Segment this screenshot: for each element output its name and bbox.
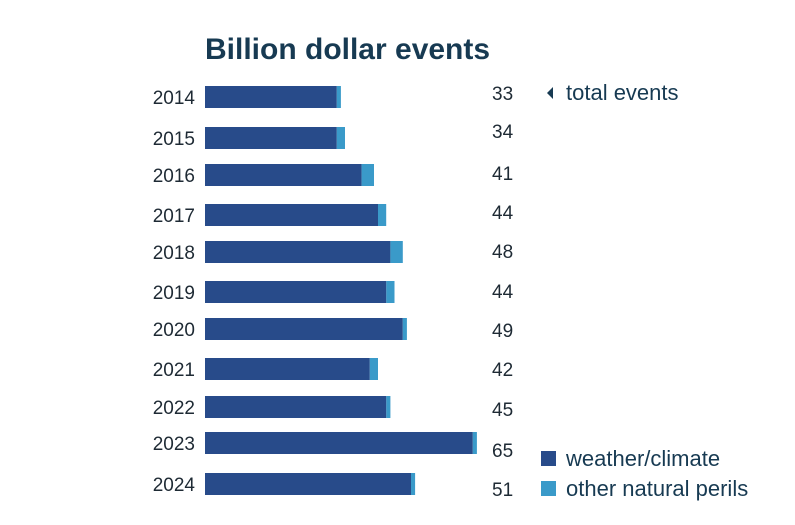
chart-title: Billion dollar events	[205, 33, 490, 66]
bar-weather-climate-2016	[205, 164, 362, 186]
bar-other-natural-perils-2020	[402, 318, 407, 340]
tick-label-year-2024: 2024	[153, 475, 196, 496]
bar-weather-climate-2017	[205, 204, 378, 226]
bars-layer	[205, 86, 477, 495]
bar-other-natural-perils-2015	[336, 127, 345, 149]
bar-weather-climate-2024	[205, 473, 411, 495]
tick-label-year-2023: 2023	[153, 434, 195, 455]
tick-label-year-2018: 2018	[153, 243, 195, 264]
total-label-year-2024: 51	[492, 480, 513, 501]
legend-swatch-other-natural-perils	[541, 481, 556, 496]
total-label-year-2016: 41	[492, 164, 513, 185]
bar-other-natural-perils-2018	[390, 241, 403, 263]
total-label-year-2021: 42	[492, 360, 513, 381]
tick-label-year-2014: 2014	[153, 88, 196, 109]
total-label-year-2018: 48	[492, 242, 513, 263]
total-label-year-2022: 45	[492, 400, 513, 421]
total-label-year-2014: 33	[492, 84, 513, 105]
bar-weather-climate-2021	[205, 358, 370, 380]
tick-label-year-2022: 2022	[153, 398, 195, 419]
tick-label-year-2015: 2015	[153, 129, 195, 150]
bar-other-natural-perils-2016	[361, 164, 374, 186]
bar-weather-climate-2023	[205, 432, 473, 454]
bar-weather-climate-2015	[205, 127, 337, 149]
total-events-label: total events	[566, 80, 679, 105]
left-pointer-icon	[547, 87, 553, 99]
total-label-year-2017: 44	[492, 203, 514, 224]
bar-weather-climate-2020	[205, 318, 403, 340]
bar-other-natural-perils-2023	[472, 432, 477, 454]
bar-weather-climate-2014	[205, 86, 337, 108]
tick-label-year-2021: 2021	[153, 360, 195, 381]
tick-label-year-2020: 2020	[153, 320, 195, 341]
legend-label-other-natural-perils: other natural perils	[566, 476, 748, 501]
legend-swatch-weather-climate	[541, 451, 556, 466]
bar-weather-climate-2018	[205, 241, 391, 263]
total-events-note: total events	[547, 80, 679, 105]
tick-label-year-2016: 2016	[153, 166, 195, 187]
labels-layer: 2014 33 2015 34 2016 41 2017 44 2018 48 2019 44 2020…	[153, 84, 514, 501]
total-label-year-2023: 65	[492, 441, 513, 462]
bar-other-natural-perils-2017	[378, 204, 387, 226]
tick-label-year-2019: 2019	[153, 283, 195, 304]
legend: weather/climate other natural perils	[541, 446, 748, 501]
tick-label-year-2017: 2017	[153, 206, 195, 227]
bar-other-natural-perils-2022	[386, 396, 391, 418]
bar-weather-climate-2022	[205, 396, 387, 418]
bar-other-natural-perils-2014	[336, 86, 341, 108]
bar-other-natural-perils-2021	[369, 358, 378, 380]
total-label-year-2015: 34	[492, 122, 514, 143]
total-label-year-2019: 44	[492, 282, 514, 303]
bar-other-natural-perils-2019	[386, 281, 395, 303]
total-label-year-2020: 49	[492, 321, 513, 342]
bar-other-natural-perils-2024	[411, 473, 416, 495]
legend-label-weather-climate: weather/climate	[565, 446, 720, 471]
bar-weather-climate-2019	[205, 281, 387, 303]
